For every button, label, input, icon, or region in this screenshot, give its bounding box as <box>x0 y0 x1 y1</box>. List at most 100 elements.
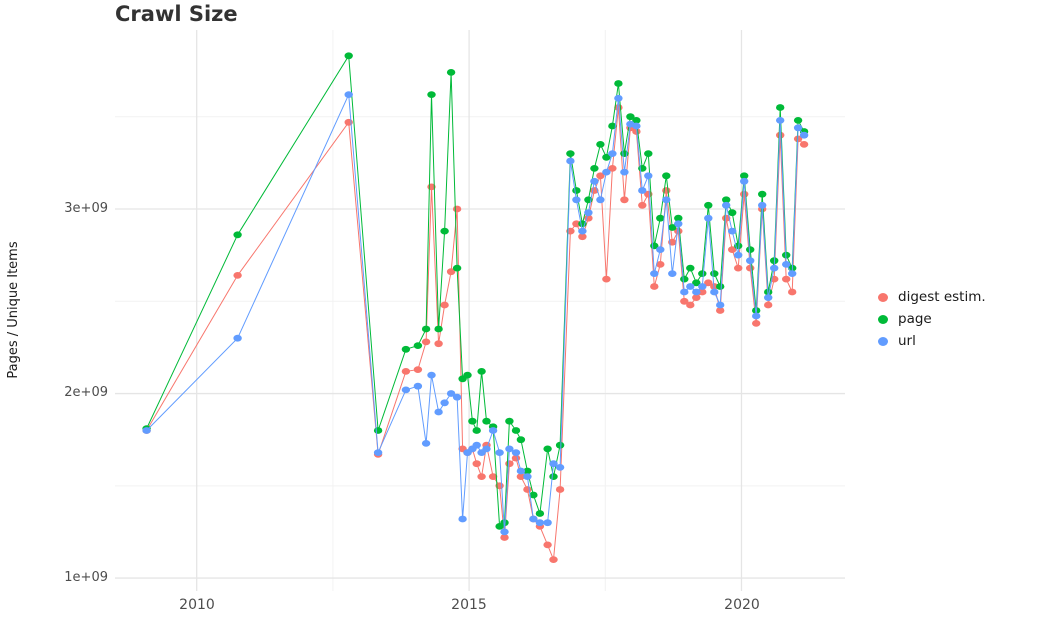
data-point-digest-estim- <box>543 541 552 549</box>
data-point-digest-estim- <box>452 205 462 213</box>
data-point-digest-estim- <box>472 460 481 468</box>
data-point-digest-estim- <box>734 264 743 272</box>
data-point-url <box>446 390 456 397</box>
data-point-page <box>555 441 565 449</box>
data-point-url <box>734 251 743 259</box>
data-point-page <box>543 445 552 453</box>
data-point-digest-estim- <box>799 141 809 148</box>
data-point-digest-estim- <box>446 268 456 276</box>
data-point-url <box>543 519 552 527</box>
data-point-url <box>668 270 677 277</box>
data-point-url <box>770 264 779 272</box>
legend-point-page-icon <box>878 314 888 324</box>
data-point-digest-estim- <box>555 486 565 493</box>
data-point-page <box>793 117 803 124</box>
data-point-url <box>523 473 532 480</box>
data-point-page <box>440 227 449 235</box>
data-point-url <box>535 519 545 527</box>
data-point-page <box>680 275 689 283</box>
data-point-url <box>142 427 151 434</box>
data-point-page <box>472 427 481 434</box>
y-axis-label: Pages / Unique Items <box>6 241 21 379</box>
data-point-url <box>373 449 383 456</box>
data-point-digest-estim- <box>620 196 629 204</box>
data-point-url <box>434 408 443 416</box>
data-point-digest-estim- <box>500 534 509 541</box>
data-point-page <box>535 510 545 517</box>
y-tick-label-3e09: 3e+09 <box>64 201 108 216</box>
data-point-page <box>529 491 538 499</box>
data-point-page <box>776 104 785 111</box>
data-point-page <box>413 342 423 349</box>
data-point-url <box>413 382 423 390</box>
data-point-url <box>728 227 737 235</box>
data-point-page <box>505 417 514 425</box>
data-point-page <box>692 279 701 287</box>
data-point-url <box>401 386 411 394</box>
data-point-url <box>674 220 683 228</box>
data-point-url <box>704 214 713 222</box>
data-point-digest-estim- <box>728 246 737 254</box>
data-point-page <box>596 141 605 148</box>
data-point-page <box>662 172 671 180</box>
data-point-url <box>680 288 689 296</box>
data-point-url <box>793 124 803 132</box>
data-point-url <box>799 131 809 139</box>
data-point-page <box>523 467 532 475</box>
data-point-digest-estim- <box>716 307 725 314</box>
data-point-url <box>692 288 701 296</box>
data-point-url <box>698 283 707 290</box>
data-point-digest-estim- <box>401 368 411 375</box>
data-point-page <box>746 246 755 254</box>
data-point-page <box>468 417 477 425</box>
data-point-page <box>477 368 486 375</box>
legend: digest estim. page url <box>878 286 986 352</box>
data-point-page <box>668 224 677 231</box>
data-point-digest-estim- <box>523 486 532 493</box>
data-point-digest-estim- <box>602 275 611 283</box>
data-point-page <box>427 91 436 98</box>
data-point-url <box>427 371 436 379</box>
data-point-url <box>482 445 491 453</box>
y-tick-label-1e09: 1e+09 <box>64 570 108 585</box>
data-point-digest-estim- <box>233 272 242 279</box>
data-point-url <box>602 168 611 176</box>
y-tick-label-2e09: 2e+09 <box>64 385 108 400</box>
data-point-page <box>590 165 599 172</box>
data-point-url <box>505 445 514 453</box>
data-point-page <box>638 165 647 172</box>
data-point-page <box>716 283 725 290</box>
data-point-digest-estim- <box>596 172 605 180</box>
data-point-digest-estim- <box>704 279 713 287</box>
data-point-page <box>516 436 526 444</box>
data-point-page <box>704 201 713 209</box>
data-point-digest-estim- <box>549 556 558 563</box>
data-point-url <box>596 196 605 204</box>
data-point-digest-estim- <box>656 261 665 268</box>
data-point-url <box>452 393 462 401</box>
data-point-url <box>686 283 695 290</box>
data-point-url <box>632 122 641 130</box>
data-point-page <box>401 345 411 353</box>
data-point-url <box>662 196 671 204</box>
series-line-digest-estim- <box>146 107 805 560</box>
data-point-url <box>549 460 558 468</box>
legend-entry-digest: digest estim. <box>878 286 986 308</box>
legend-entry-page: page <box>878 308 986 330</box>
data-point-url <box>722 201 731 209</box>
data-point-url <box>555 464 565 471</box>
data-point-page <box>566 150 575 158</box>
data-point-page <box>511 427 521 434</box>
data-point-url <box>620 168 629 176</box>
data-point-digest-estim- <box>698 288 707 296</box>
data-point-url <box>752 312 761 320</box>
data-point-page <box>740 172 749 180</box>
data-point-digest-estim- <box>674 227 683 235</box>
data-point-url <box>440 399 449 407</box>
data-point-page <box>608 122 617 130</box>
data-point-page <box>728 209 737 217</box>
data-point-page <box>344 52 353 60</box>
legend-entry-url: url <box>878 330 986 352</box>
